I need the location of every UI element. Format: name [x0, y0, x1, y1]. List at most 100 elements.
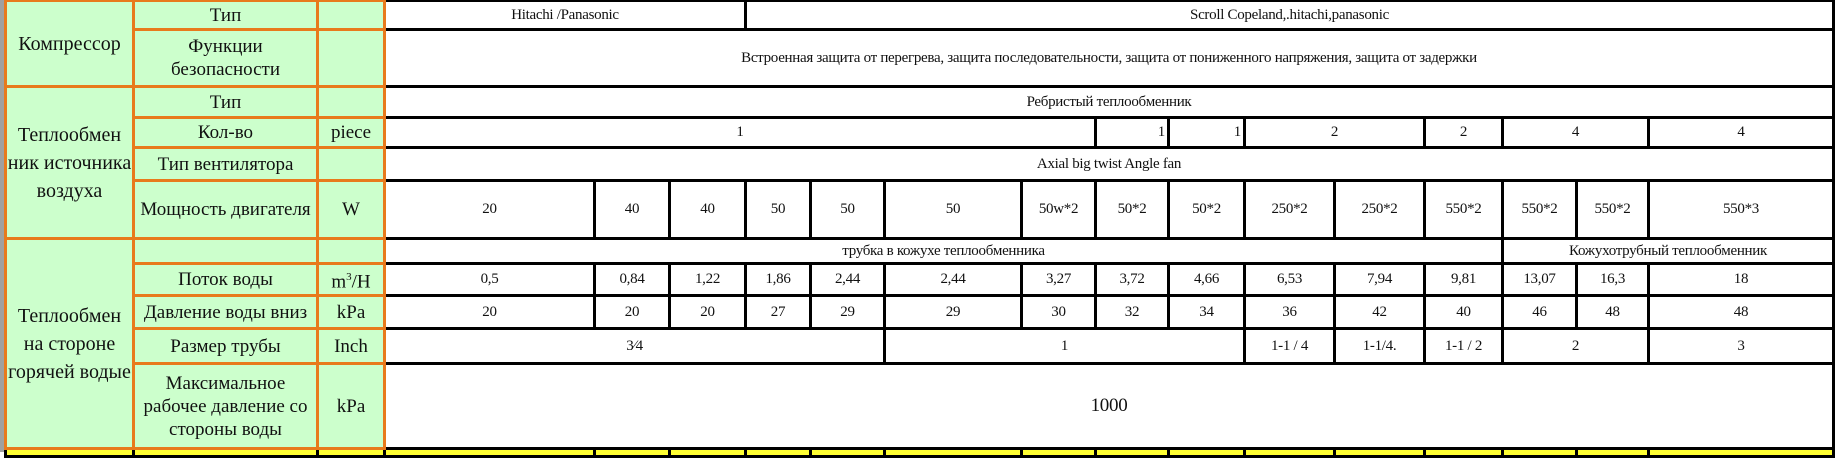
data-cell: 27 — [744, 294, 812, 330]
data-cell: 3⁄4 — [383, 327, 886, 365]
data-cell: 50w*2 — [1020, 179, 1097, 240]
data-cell: 18 — [1647, 262, 1835, 297]
data-cell: Ребристый теплообменник — [383, 85, 1835, 119]
row-unit — [316, 146, 386, 182]
row-unit: kPa — [316, 362, 386, 450]
data-cell: 550*2 — [1423, 179, 1504, 240]
next-row-cell — [1333, 447, 1426, 458]
data-cell: 1 — [1167, 116, 1246, 149]
row-label: Поток воды — [132, 262, 319, 297]
water-exchanger-row: Максимальное рабочее давление со стороны… — [6, 362, 1835, 450]
air-exchanger-row: Мощность двигателя W 20 40 40 50 50 50 50w*2 50*2… — [6, 179, 1835, 240]
next-row-label-cell — [132, 447, 319, 458]
data-cell: 1,22 — [668, 262, 747, 297]
next-row-cell — [1423, 447, 1504, 458]
data-cell: Scroll Copeland,.hitachi,panasonic — [744, 0, 1835, 31]
data-cell: 7,94 — [1333, 262, 1426, 297]
data-cell: 3,27 — [1020, 262, 1097, 297]
data-cell: 1-1/4. — [1333, 327, 1426, 365]
spec-table: Компрессор Тип Hitachi /Panasonic Scroll Co… — [4, 0, 1835, 458]
next-row-label-cell — [316, 447, 386, 458]
air-exchanger-row: Теплообмен ник источника воздуха Тип Ребри… — [4, 85, 1835, 240]
data-cell: 50*2 — [1167, 179, 1246, 240]
data-cell: 29 — [809, 294, 886, 330]
next-row-cell — [1501, 447, 1578, 458]
compressor-group-label: Компрессор — [4, 0, 135, 88]
air-exchanger-row: Кол-во piece 1 1 1 2 2 4 4 — [6, 116, 1835, 149]
row-unit — [316, 28, 386, 88]
data-cell: 1-1 / 4 — [1243, 327, 1336, 365]
row-unit: kPa — [316, 294, 386, 330]
row-unit — [316, 237, 386, 265]
data-cell: 42 — [1333, 294, 1426, 330]
data-cell: 13,07 — [1501, 262, 1578, 297]
data-cell: 3 — [1647, 327, 1835, 365]
row-unit — [316, 0, 386, 31]
data-cell: 16,3 — [1575, 262, 1650, 297]
data-cell: 36 — [1243, 294, 1336, 330]
data-cell: 40 — [1423, 294, 1504, 330]
next-row-cell — [1020, 447, 1097, 458]
data-cell: 20 — [593, 294, 671, 330]
data-cell: 48 — [1575, 294, 1650, 330]
data-cell: 6,53 — [1243, 262, 1336, 297]
data-cell: 32 — [1094, 294, 1170, 330]
unit-exponent: 3 — [346, 270, 352, 283]
data-cell: 550*2 — [1501, 179, 1578, 240]
next-row-cell — [1094, 447, 1170, 458]
data-cell: 20 — [668, 294, 747, 330]
next-row-cell — [1167, 447, 1246, 458]
data-cell: 0,84 — [593, 262, 671, 297]
data-cell: Hitachi /Panasonic — [383, 0, 747, 31]
row-unit — [316, 85, 386, 119]
row-label: Тип — [132, 85, 319, 119]
data-cell: Axial big twist Angle fan — [383, 146, 1835, 182]
data-cell: 50*2 — [1094, 179, 1170, 240]
data-cell: 1 — [1094, 116, 1170, 149]
compressor-row: Компрессор Тип Hitachi /Panasonic Scroll Co… — [4, 0, 1835, 88]
row-label: Максимальное рабочее давление со стороны… — [132, 362, 319, 450]
data-cell: 1-1 / 2 — [1423, 327, 1504, 365]
next-row-cell — [1575, 447, 1650, 458]
data-cell: 250*2 — [1333, 179, 1426, 240]
data-cell: 34 — [1167, 294, 1246, 330]
data-cell: 3,72 — [1094, 262, 1170, 297]
row-unit: Inch — [316, 327, 386, 365]
unit-base: m — [331, 271, 347, 293]
row-label: Функции безопасности — [132, 28, 319, 88]
row-unit: W — [316, 179, 386, 240]
next-row-cell — [1243, 447, 1336, 458]
data-cell: Встроенная защита от перегрева, защита п… — [383, 28, 1835, 88]
data-cell: 2,44 — [809, 262, 886, 297]
air-exchanger-row: Тип вентилятора Axial big twist Angle fan — [6, 146, 1835, 182]
window-edge — [0, 0, 4, 452]
next-row-partial — [4, 447, 1835, 458]
data-cell: 0,5 — [383, 262, 596, 297]
data-cell: 20 — [383, 294, 596, 330]
row-label: Тип вентилятора — [132, 146, 319, 182]
row-label — [132, 237, 319, 265]
data-cell: 4 — [1647, 116, 1835, 149]
row-label: Размер трубы — [132, 327, 319, 365]
data-cell: 1,86 — [744, 262, 812, 297]
next-row-label-cell — [4, 447, 135, 458]
next-row-cell — [809, 447, 886, 458]
data-cell: 50 — [809, 179, 886, 240]
row-unit: m3/H — [316, 262, 386, 297]
row-label: Мощность двигателя — [132, 179, 319, 240]
unit-tail: /H — [351, 271, 371, 293]
data-cell: 40 — [668, 179, 747, 240]
data-cell: 2 — [1501, 327, 1650, 365]
data-cell: 50 — [744, 179, 812, 240]
row-label: Тип — [132, 0, 319, 31]
data-cell: 20 — [383, 179, 596, 240]
data-cell: 2 — [1243, 116, 1426, 149]
water-exchanger-row: Давление воды вниз kPa 20 20 20 27 29 29 30 32 34 3… — [6, 294, 1835, 330]
data-cell: 550*3 — [1647, 179, 1835, 240]
compressor-row: Функции безопасности Встроенная защита от… — [6, 28, 1835, 88]
next-row-cell — [1647, 447, 1835, 458]
data-cell: 29 — [883, 294, 1023, 330]
next-row-cell — [593, 447, 671, 458]
next-row-cell — [668, 447, 747, 458]
data-cell: 9,81 — [1423, 262, 1504, 297]
